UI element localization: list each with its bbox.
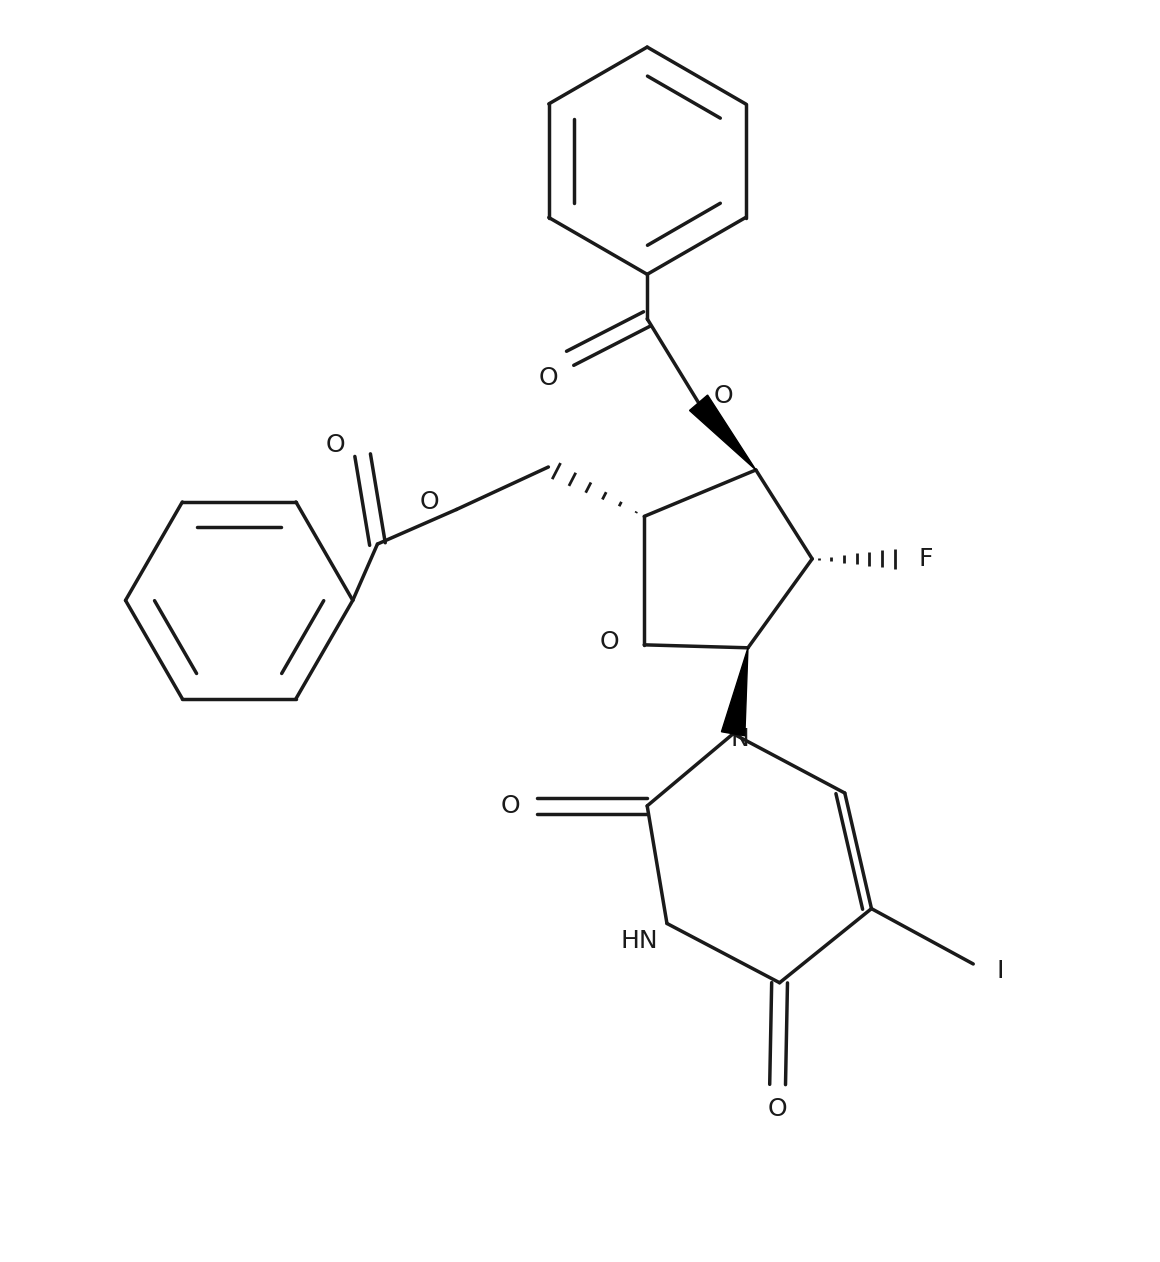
Text: F: F (919, 546, 933, 570)
Polygon shape (722, 647, 748, 736)
Text: N: N (731, 727, 749, 751)
Text: O: O (600, 630, 619, 654)
Text: O: O (713, 384, 733, 408)
Text: O: O (325, 433, 345, 457)
Text: O: O (420, 490, 440, 514)
Polygon shape (689, 395, 756, 469)
Text: O: O (501, 794, 521, 818)
Text: HN: HN (621, 929, 658, 953)
Text: I: I (996, 959, 1003, 983)
Text: O: O (768, 1097, 788, 1121)
Text: O: O (538, 366, 558, 390)
